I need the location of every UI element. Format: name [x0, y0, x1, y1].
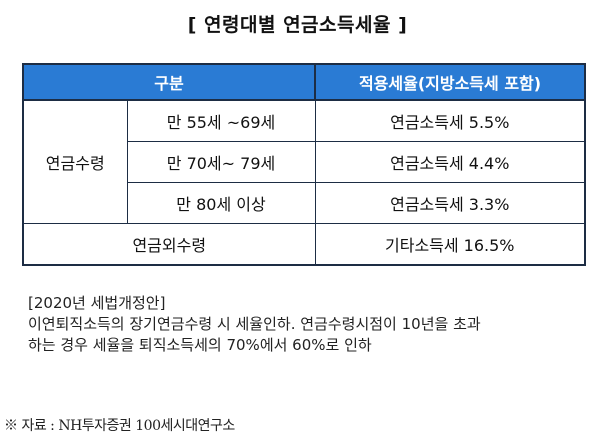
page-title: [ 연령대별 연금소득세율 ]	[187, 14, 408, 36]
tax-rate-table: 구분 적용세율(지방소득세 포함) 연금수령 만 55세 ~69세 연금소득세 …	[21, 63, 587, 266]
table-row: 연금외수령 기타소득세 16.5%	[21, 223, 587, 266]
age-range-cell: 만 70세~ 79세	[126, 141, 316, 183]
header-rate: 적용세율(지방소득세 포함)	[314, 63, 587, 101]
table-row: 연금수령 만 55세 ~69세 연금소득세 5.5%	[22, 99, 587, 224]
rate-cell: 연금소득세 3.3%	[314, 182, 587, 224]
age-range-cell: 만 55세 ~69세	[126, 99, 316, 142]
rate-cell: 연금소득세 4.4%	[314, 141, 587, 183]
note-line: 하는 경우 세율을 퇴직소득세의 70%에서 60%로 인하	[28, 336, 372, 354]
rate-cell: 연금소득세 5.5%	[314, 99, 587, 142]
table-row: 만 80세 이상 연금소득세 3.3%	[23, 182, 587, 224]
header-category: 구분	[21, 63, 317, 101]
table-row: 만 70세~ 79세 연금소득세 4.4%	[23, 141, 587, 183]
note-heading: [2020년 세법개정안]	[28, 294, 166, 312]
tax-revision-note: [2020년 세법개정안] 이연퇴직소득의 장기연금수령 시 세율인하. 연금수…	[28, 293, 588, 356]
table-header-row: 구분 적용세율(지방소득세 포함)	[21, 63, 587, 101]
age-range-cell: 만 80세 이상	[126, 182, 316, 224]
rate-cell: 기타소득세 16.5%	[314, 223, 587, 266]
source-citation: ※ 자료 : NH투자증권 100세시대연구소	[4, 418, 235, 434]
group-non-pension-receipt: 연금외수령	[21, 223, 316, 266]
note-line: 이연퇴직소득의 장기연금수령 시 세율인하. 연금수령시점이 10년을 초과	[28, 315, 481, 333]
group-pension-receipt: 연금수령	[22, 99, 128, 224]
